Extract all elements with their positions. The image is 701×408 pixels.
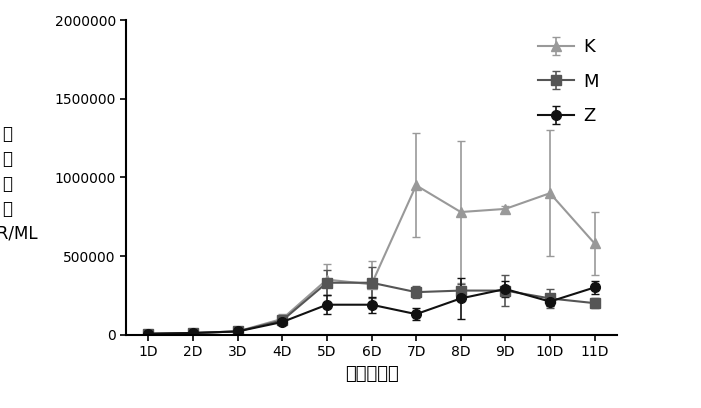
Text: 细
胞
数
目
BER/ML: 细 胞 数 目 BER/ML xyxy=(0,124,39,243)
Legend: K, M, Z: K, M, Z xyxy=(529,29,608,134)
X-axis label: 时间（天）: 时间（天） xyxy=(345,364,398,383)
